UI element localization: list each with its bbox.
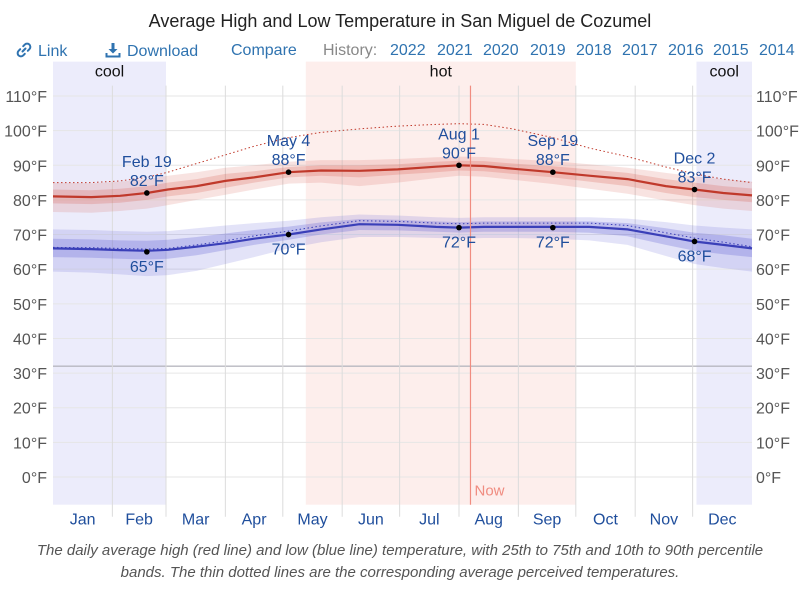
y-tick-label-left: 100°F	[4, 124, 47, 141]
y-tick-label-left: 20°F	[13, 401, 47, 418]
x-tick-label-mar: Mar	[182, 512, 210, 529]
annotation-date: Sep 19	[527, 133, 578, 150]
annotation-value-high: 82°F	[130, 173, 164, 190]
x-tick-label-jan: Jan	[70, 512, 96, 529]
annotation-point-high	[550, 169, 556, 176]
high-band-25-75	[53, 160, 752, 205]
history-year-2021[interactable]: 2021	[437, 42, 473, 59]
low-line	[52, 223, 753, 252]
x-tick-label-oct: Oct	[593, 512, 618, 529]
x-tick-label-nov: Nov	[650, 512, 678, 529]
x-tick-label-feb: Feb	[125, 512, 153, 529]
x-tick-label-sep: Sep	[533, 512, 562, 529]
annotation-value-low: 68°F	[678, 248, 712, 265]
y-tick-label-right: 20°F	[756, 401, 790, 418]
annotation-point-low	[456, 224, 462, 231]
history-year-2017[interactable]: 2017	[622, 42, 658, 59]
x-tick-label-aug: Aug	[474, 512, 502, 529]
annotation-date: Aug 1	[438, 126, 480, 143]
history-year-2018[interactable]: 2018	[576, 42, 612, 59]
y-tick-label-left: 70°F	[13, 228, 47, 245]
y-tick-label-right: 110°F	[756, 89, 798, 106]
annotation-point-high	[144, 190, 150, 196]
annotation-point-low	[144, 249, 150, 255]
y-tick-label-left: 30°F	[13, 366, 47, 383]
link-button[interactable]: Link	[16, 42, 67, 61]
annotation-date: Feb 19	[122, 154, 172, 171]
temperature-chart: cool hot cool Now 0°F 0°F 10°F 10°F 20°F 20°F 30…	[4, 61, 799, 529]
season-label-cool: cool	[710, 64, 739, 81]
high-line	[52, 164, 753, 199]
history-year-2015[interactable]: 2015	[713, 42, 749, 59]
y-tick-label-left: 40°F	[13, 331, 47, 348]
history-year-2022[interactable]: 2022	[390, 42, 426, 59]
download-icon	[105, 43, 121, 58]
x-tick-label-dec: Dec	[708, 512, 736, 529]
y-tick-label-left: 110°F	[5, 89, 47, 106]
annotation-value-high: 83°F	[678, 170, 712, 187]
y-tick-label-right: 30°F	[756, 366, 790, 383]
y-tick-label-left: 50°F	[13, 297, 47, 314]
y-tick-label-right: 40°F	[756, 331, 790, 348]
annotation-value-high: 90°F	[442, 145, 476, 162]
annotation-value-low: 72°F	[442, 235, 476, 252]
link-icon	[16, 42, 32, 58]
y-tick-label-left: 60°F	[13, 262, 47, 279]
low-band-10-90	[53, 214, 752, 277]
x-tick-label-may: May	[297, 512, 327, 529]
link-label: Link	[38, 43, 68, 60]
chart-caption: The daily average high (red line) and lo…	[36, 542, 764, 581]
history-year-2019[interactable]: 2019	[530, 42, 566, 59]
y-tick-label-right: 50°F	[756, 297, 790, 314]
season-label-cool: cool	[95, 64, 124, 81]
y-tick-label-right: 90°F	[756, 158, 790, 175]
download-label: Download	[127, 43, 199, 60]
download-button[interactable]: Download	[105, 42, 198, 61]
history-year-2016[interactable]: 2016	[668, 42, 704, 59]
annotation-point-low	[691, 238, 698, 245]
annotation-date: May 4	[267, 133, 311, 150]
high-perceived-line	[53, 123, 753, 184]
toolbar: Link Download Compare History: 2022 2021…	[0, 42, 800, 64]
annotation-point-low	[550, 224, 556, 231]
annotation-value-low: 65°F	[130, 259, 164, 276]
annotation-value-high: 88°F	[536, 152, 570, 169]
y-tick-label-left: 90°F	[13, 158, 47, 175]
y-tick-label-left: 10°F	[13, 435, 47, 452]
chart-title: Average High and Low Temperature in San …	[148, 11, 652, 31]
season-band-cool	[696, 61, 752, 505]
annotation-point-high	[456, 162, 462, 169]
season-band-hot	[305, 61, 576, 505]
high-band-10-90	[53, 156, 752, 213]
y-tick-label-left: 80°F	[13, 193, 47, 210]
y-tick-label-right: 100°F	[756, 124, 799, 141]
annotation-date: Dec 2	[674, 151, 716, 168]
y-tick-label-right: 0°F	[756, 470, 781, 487]
y-tick-label-right: 80°F	[756, 193, 790, 210]
x-tick-label-apr: Apr	[242, 512, 268, 529]
x-tick-label-jul: Jul	[419, 512, 439, 529]
history-label: History:	[323, 42, 378, 59]
y-tick-label-right: 60°F	[756, 262, 790, 279]
now-label: Now	[474, 483, 504, 500]
y-tick-label-left: 0°F	[22, 470, 47, 487]
annotation-point-high	[691, 186, 698, 193]
annotation-point-low	[285, 231, 292, 238]
annotation-point-high	[285, 169, 292, 176]
compare-button[interactable]: Compare	[231, 42, 297, 59]
x-tick-label-jun: Jun	[358, 512, 384, 529]
annotation-value-low: 70°F	[272, 242, 306, 259]
low-band-25-75	[53, 219, 752, 260]
season-band-cool	[53, 61, 166, 505]
y-tick-label-right: 10°F	[756, 435, 790, 452]
annotation-value-high: 88°F	[272, 152, 306, 169]
season-label-hot: hot	[430, 64, 453, 81]
history-year-2014[interactable]: 2014	[759, 42, 795, 59]
annotation-value-low: 72°F	[536, 235, 570, 252]
y-tick-label-right: 70°F	[756, 228, 790, 245]
history-year-2020[interactable]: 2020	[483, 42, 519, 59]
